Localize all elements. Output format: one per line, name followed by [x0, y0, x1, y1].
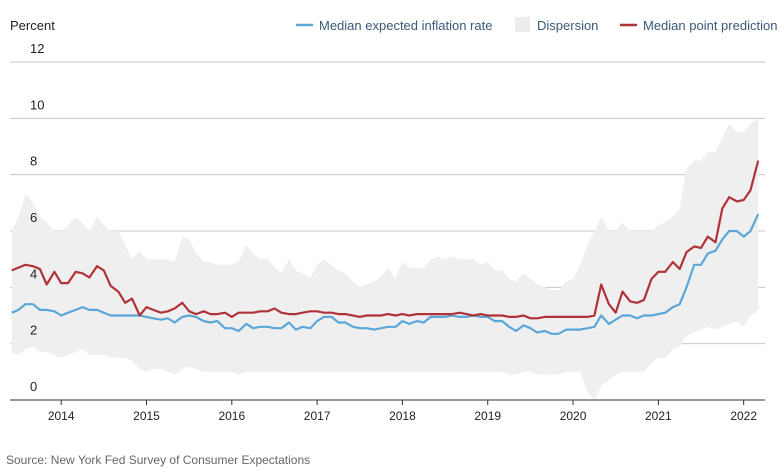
x-tick-label: 2018	[389, 409, 416, 423]
legend-label-median-point: Median point prediction	[643, 18, 777, 33]
x-tick-label: 2016	[218, 409, 245, 423]
y-axis-title: Percent	[10, 18, 55, 33]
dispersion-band	[11, 118, 759, 401]
x-tick-label: 2017	[304, 409, 331, 423]
y-tick-label: 6	[30, 210, 37, 225]
median-point-prediction-line	[11, 160, 760, 320]
median-expected-inflation-line	[11, 213, 760, 335]
x-tick-label: 2021	[645, 409, 672, 423]
inflation-expectations-chart: Percent Median expected inflation rate D…	[10, 17, 777, 423]
y-tick-label: 0	[30, 379, 37, 394]
x-tick-label: 2014	[48, 409, 75, 423]
source-note: Source: New York Fed Survey of Consumer …	[6, 453, 311, 467]
legend-label-median-expected: Median expected inflation rate	[319, 18, 492, 33]
series-lines	[11, 160, 760, 335]
dispersion-band-layer	[11, 118, 759, 401]
y-tick-label: 12	[30, 41, 44, 56]
legend-swatch-dispersion	[515, 17, 530, 32]
x-tick-label: 2019	[474, 409, 501, 423]
legend: Median expected inflation rate Dispersio…	[296, 17, 777, 33]
x-tick-label: 2022	[730, 409, 757, 423]
legend-label-dispersion: Dispersion	[537, 18, 598, 33]
y-tick-label: 8	[30, 154, 37, 169]
x-tick-label: 2020	[560, 409, 587, 423]
x-axis: 2014 2015 2016 2017 2018 2019 2020 2021 2022	[10, 399, 765, 423]
y-tick-label: 10	[30, 97, 44, 112]
y-tick-labels: 0 2 4 6 8 10 12	[30, 41, 44, 394]
x-tick-label: 2015	[133, 409, 160, 423]
y-tick-label: 4	[30, 266, 37, 281]
y-tick-label: 2	[30, 323, 37, 338]
